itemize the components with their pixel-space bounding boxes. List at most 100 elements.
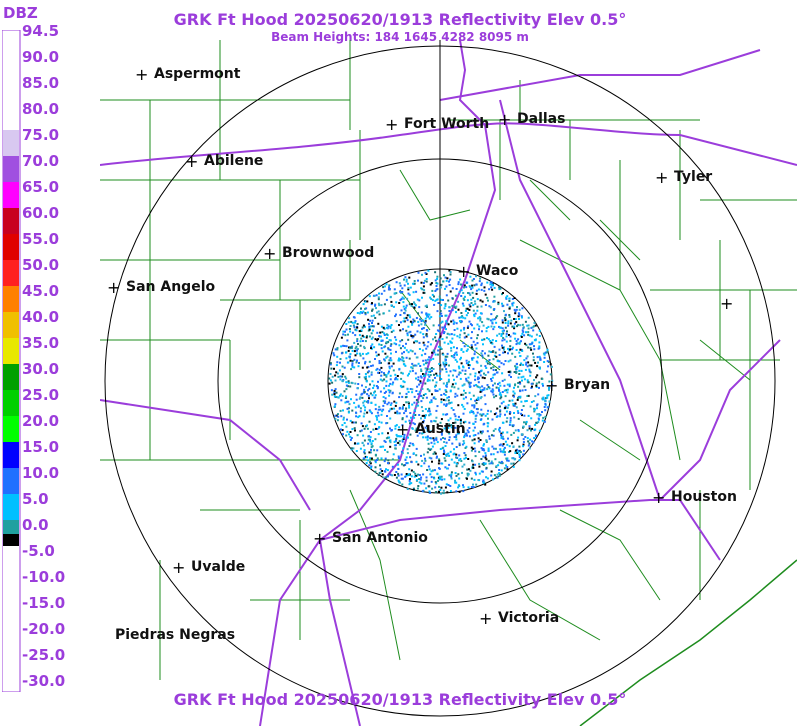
echo-pixel <box>425 278 428 280</box>
echo-pixel <box>432 324 435 327</box>
echo-pixel <box>340 345 343 348</box>
echo-pixel <box>518 456 521 458</box>
echo-pixel <box>491 391 494 394</box>
echo-pixel <box>405 415 408 418</box>
echo-pixel <box>496 415 499 418</box>
echo-pixel <box>487 409 490 412</box>
echo-pixel <box>517 397 519 399</box>
echo-pixel <box>527 324 530 327</box>
echo-pixel <box>431 351 434 354</box>
echo-pixel <box>397 472 400 475</box>
echo-pixel <box>462 484 464 487</box>
echo-pixel <box>513 386 515 389</box>
echo-pixel <box>453 436 456 438</box>
echo-pixel <box>461 443 464 446</box>
echo-pixel <box>417 378 420 381</box>
echo-pixel <box>387 372 390 375</box>
echo-pixel <box>387 325 390 328</box>
echo-pixel <box>548 388 550 391</box>
echo-pixel <box>466 434 468 437</box>
echo-pixel <box>364 360 367 363</box>
echo-pixel <box>449 273 452 276</box>
echo-pixel <box>356 352 359 355</box>
echo-pixel <box>345 357 348 360</box>
echo-pixel <box>551 383 554 386</box>
echo-pixel <box>383 328 386 330</box>
echo-pixel <box>344 397 347 399</box>
echo-pixel <box>522 441 525 443</box>
echo-pixel <box>535 421 538 424</box>
echo-pixel <box>499 397 502 400</box>
echo-pixel <box>491 418 494 421</box>
echo-pixel <box>354 382 357 385</box>
echo-pixel <box>538 366 541 369</box>
echo-pixel <box>371 364 374 367</box>
echo-pixel <box>453 413 456 416</box>
beam-heights-subtitle: Beam Heights: 184 1645 4282 8095 m <box>271 30 529 44</box>
echo-pixel <box>342 416 345 419</box>
echo-pixel <box>358 352 361 355</box>
echo-pixel <box>472 340 475 343</box>
echo-pixel <box>518 369 521 372</box>
echo-pixel <box>416 434 419 437</box>
echo-pixel <box>463 408 466 410</box>
echo-pixel <box>351 428 354 431</box>
echo-pixel <box>405 304 408 307</box>
echo-pixel <box>348 403 351 406</box>
echo-pixel <box>388 362 391 365</box>
echo-pixel <box>515 363 518 366</box>
echo-pixel <box>476 361 479 364</box>
echo-pixel <box>336 355 339 358</box>
echo-pixel <box>498 444 501 447</box>
echo-pixel <box>434 486 437 489</box>
echo-pixel <box>453 321 456 324</box>
echo-pixel <box>401 477 404 480</box>
echo-pixel <box>541 398 544 401</box>
echo-pixel <box>401 359 404 362</box>
echo-pixel <box>361 384 363 387</box>
echo-pixel <box>356 338 359 341</box>
echo-pixel <box>364 362 366 365</box>
echo-pixel <box>409 442 412 445</box>
echo-pixel <box>514 402 517 405</box>
echo-pixel <box>441 326 444 329</box>
echo-pixel <box>351 331 354 334</box>
echo-pixel <box>389 473 392 476</box>
echo-pixel <box>520 451 522 454</box>
echo-pixel <box>469 286 472 289</box>
echo-pixel <box>484 452 487 455</box>
echo-pixel <box>395 437 398 440</box>
echo-pixel <box>479 277 482 280</box>
echo-pixel <box>500 333 503 336</box>
echo-pixel <box>479 299 482 302</box>
echo-pixel <box>445 404 448 407</box>
echo-pixel <box>499 413 502 416</box>
echo-pixel <box>401 296 404 299</box>
echo-pixel <box>530 364 533 367</box>
echo-pixel <box>388 309 391 312</box>
echo-pixel <box>509 335 512 338</box>
echo-pixel <box>475 414 478 417</box>
echo-pixel <box>500 362 503 365</box>
echo-pixel <box>388 284 391 287</box>
echo-pixel <box>413 423 416 426</box>
echo-pixel <box>437 349 440 352</box>
echo-pixel <box>402 297 405 300</box>
echo-pixel <box>517 382 520 384</box>
echo-pixel <box>369 410 372 413</box>
echo-pixel <box>394 336 397 339</box>
echo-pixel <box>345 388 348 391</box>
echo-pixel <box>524 320 527 323</box>
echo-pixel <box>390 343 393 346</box>
echo-pixel <box>505 389 508 392</box>
echo-pixel <box>481 338 484 341</box>
echo-pixel <box>414 340 417 343</box>
echo-pixel <box>376 367 379 370</box>
echo-pixel <box>329 362 332 365</box>
echo-pixel <box>473 353 476 356</box>
echo-pixel <box>406 388 409 391</box>
echo-pixel <box>420 417 422 420</box>
echo-pixel <box>498 354 501 356</box>
echo-pixel <box>492 350 495 353</box>
echo-pixel <box>420 482 423 485</box>
